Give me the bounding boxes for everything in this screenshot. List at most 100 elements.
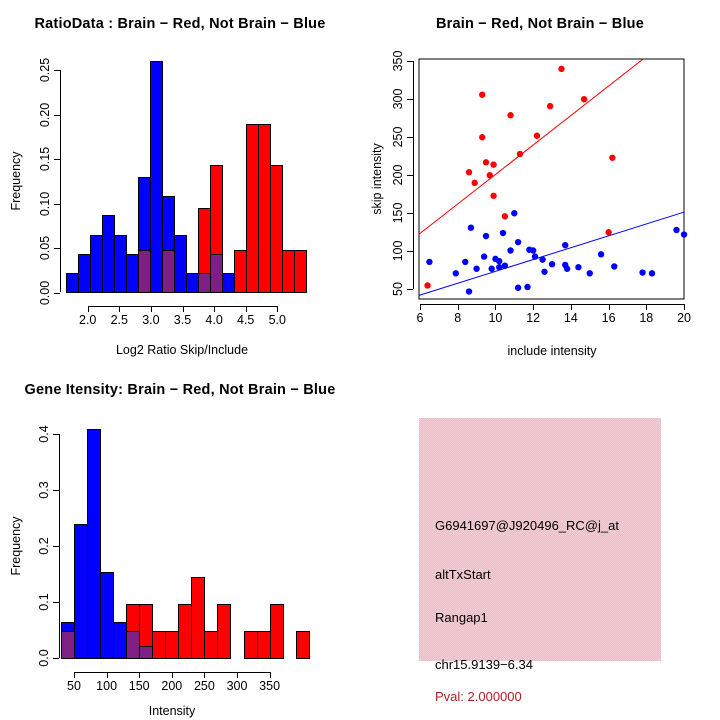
not-brain-point xyxy=(529,247,537,254)
brain-point xyxy=(580,96,588,103)
x-tick-label: 2.0 xyxy=(78,313,97,327)
brain-point xyxy=(490,161,497,168)
histogram-bar-red xyxy=(295,631,310,659)
not-brain-point xyxy=(680,231,688,238)
histogram-overlap-bar xyxy=(126,631,141,659)
histogram-bar-blue xyxy=(150,61,164,294)
gene-histogram-plot-area: 50 100 150 200 250 300 350 0.0 0.1 0.2 0.3 0.4 xyxy=(0,360,360,720)
axis-line xyxy=(171,672,173,678)
not-brain-point xyxy=(548,260,556,268)
histogram-bar-blue xyxy=(87,428,102,659)
not-brain-point xyxy=(462,258,469,266)
x-tick-label: 100 xyxy=(96,679,118,693)
axis-line xyxy=(54,70,60,72)
not-brain-point xyxy=(639,269,646,276)
not-brain-point xyxy=(648,270,656,277)
x-tick-label: 16 xyxy=(601,311,616,325)
y-tick-label: 0.3 xyxy=(37,481,51,499)
not-brain-point xyxy=(563,265,571,272)
axis-line xyxy=(407,250,413,252)
x-axis-label: Log2 Ratio Skip/Include xyxy=(115,343,249,357)
chart-title: Brain − Red, Not Brain − Blue xyxy=(435,16,645,32)
panel-ratio-histogram: RatioData : Brain − Red, Not Brain − Blu… xyxy=(0,0,360,360)
y-tick-label: 0.00 xyxy=(38,280,52,305)
axis-line xyxy=(608,304,610,310)
axis-line xyxy=(54,159,60,161)
x-tick-label: 350 xyxy=(259,679,281,693)
gene-symbol-text: Rangap1 xyxy=(435,610,488,625)
x-tick-label: 150 xyxy=(128,679,150,693)
scatter-plot-area: 6 8 10 12 14 16 18 20 50 100 150 200 250 300 350 xyxy=(360,0,720,360)
not-brain-point xyxy=(473,265,480,272)
brain-fit-line xyxy=(418,58,644,235)
x-tick-label: 2.5 xyxy=(110,313,128,327)
x-tick-label: 50 xyxy=(67,679,81,693)
histogram-bar-blue xyxy=(174,234,188,294)
brain-point xyxy=(424,282,431,289)
x-tick-label: 8 xyxy=(454,311,462,325)
histogram-bar-red xyxy=(243,631,258,659)
chart-title: RatioData : Brain − Red, Not Brain − Blu… xyxy=(34,16,326,32)
axis-line xyxy=(54,248,60,250)
x-tick-label: 4.0 xyxy=(205,313,223,327)
axis-line xyxy=(269,672,271,678)
scatter-canvas xyxy=(418,58,688,300)
brain-point xyxy=(479,134,486,141)
axis-line xyxy=(54,292,60,294)
histogram-bar-red xyxy=(204,631,219,659)
axis-line xyxy=(182,306,184,312)
axis-line xyxy=(106,672,108,678)
not-brain-point xyxy=(452,270,460,277)
histogram-bar-blue xyxy=(113,621,128,659)
not-brain-point xyxy=(673,226,680,234)
not-brain-point xyxy=(611,263,618,270)
not-brain-point xyxy=(426,258,433,266)
axis-line xyxy=(237,672,238,678)
y-tick-label: 0.25 xyxy=(38,58,52,83)
not-brain-point xyxy=(496,264,503,271)
y-tick-label: 0.20 xyxy=(38,102,52,127)
x-tick-label: 250 xyxy=(193,679,215,693)
histogram-bar-red xyxy=(269,603,284,659)
axis-line xyxy=(457,304,459,310)
axis-line xyxy=(277,306,279,312)
chart-title: Gene Itensity: Brain − Red, Not Brain − … xyxy=(24,382,336,398)
panel-intensity-scatter: Brain − Red, Not Brain − Blue skip inten… xyxy=(360,0,720,360)
histogram-bar-red xyxy=(217,603,232,659)
not-brain-point xyxy=(496,257,503,265)
histogram-overlap-bar xyxy=(139,645,154,659)
histogram-bar-red xyxy=(178,603,193,659)
axis-line xyxy=(119,306,121,312)
not-brain-fit-line xyxy=(418,211,685,297)
pval-text: Pval: 2.000000 xyxy=(435,689,522,704)
gene-info-card: G6941697@J920496_RC@j_at altTxStart Rang… xyxy=(419,418,661,704)
not-brain-point xyxy=(499,229,507,237)
plot-box xyxy=(418,58,685,300)
not-brain-point xyxy=(514,284,522,291)
x-tick-label: 18 xyxy=(639,311,654,325)
x-tick-label: 300 xyxy=(226,679,248,693)
histogram-bar-blue xyxy=(74,523,89,659)
not-brain-point xyxy=(482,232,490,240)
x-tick-label: 3.0 xyxy=(142,313,160,327)
axis-line xyxy=(495,304,497,310)
y-tick-label: 0.15 xyxy=(38,146,52,172)
not-brain-point xyxy=(465,288,473,295)
axis-line xyxy=(420,304,421,310)
brain-point xyxy=(516,150,524,158)
event-type-text: altTxStart xyxy=(435,567,491,582)
axis-line xyxy=(413,60,414,289)
not-brain-point xyxy=(539,256,546,263)
axis-line xyxy=(204,672,206,678)
histogram-bar-red xyxy=(165,631,180,659)
axis-line xyxy=(54,114,60,116)
brain-point xyxy=(479,91,486,98)
not-brain-point xyxy=(511,210,518,217)
axis-line xyxy=(87,306,278,307)
y-tick-label: 0.10 xyxy=(38,191,52,216)
histogram-bar-red xyxy=(270,165,284,294)
axis-line xyxy=(53,658,59,659)
axis-line xyxy=(53,602,59,604)
y-tick-label: 0.4 xyxy=(37,425,51,444)
